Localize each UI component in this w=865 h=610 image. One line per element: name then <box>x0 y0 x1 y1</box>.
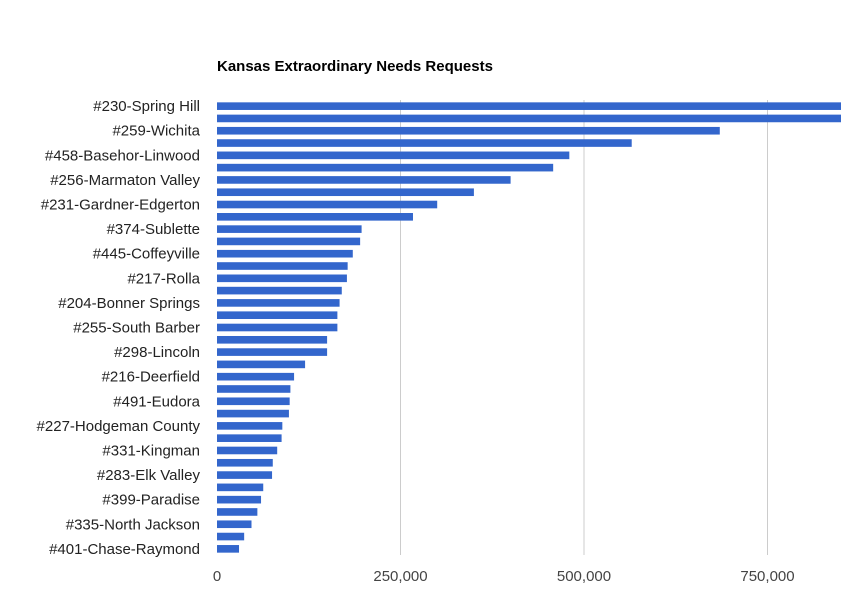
bar <box>217 495 262 504</box>
bar <box>217 545 240 553</box>
category-label: #255-South Barber <box>73 320 200 337</box>
bar <box>217 286 342 295</box>
bar <box>217 471 273 479</box>
bar <box>217 176 511 184</box>
bar <box>217 274 347 283</box>
bar <box>217 249 353 258</box>
bar <box>217 360 306 369</box>
x-axis-ticks: 0 250,000 500,000 750,000 <box>213 568 795 585</box>
x-tick-label: 0 <box>213 568 221 585</box>
bar <box>217 163 554 172</box>
bar <box>217 422 283 430</box>
bar <box>217 348 328 356</box>
bar <box>217 397 290 406</box>
category-label: #230-Spring Hill <box>93 98 200 115</box>
bar <box>217 385 291 393</box>
bar <box>217 151 570 160</box>
x-tick-label: 750,000 <box>740 568 794 585</box>
category-label: #401-Chase-Raymond <box>49 541 200 558</box>
bar <box>217 139 632 147</box>
category-label: #204-Bonner Springs <box>58 295 200 312</box>
bar <box>217 126 720 135</box>
bar <box>217 323 338 332</box>
bar <box>217 188 474 197</box>
category-label: #283-Elk Valley <box>97 467 201 484</box>
bar <box>217 262 348 270</box>
bar <box>217 458 273 467</box>
bar <box>217 409 289 418</box>
grid-lines <box>400 100 768 555</box>
bar <box>217 434 282 442</box>
category-label: #259-Wichita <box>112 123 200 140</box>
category-label: #256-Marmaton Valley <box>50 172 200 189</box>
category-label: #399-Paradise <box>102 492 200 509</box>
bar <box>217 237 361 246</box>
category-label: #458-Basehor-Linwood <box>45 147 200 164</box>
bar <box>217 200 438 209</box>
bar <box>217 102 841 110</box>
bar <box>217 483 264 492</box>
bar <box>217 114 841 123</box>
category-label: #374-Sublette <box>107 221 200 238</box>
chart-title: Kansas Extraordinary Needs Requests <box>217 58 493 75</box>
x-tick-label: 500,000 <box>557 568 611 585</box>
bar <box>217 335 328 344</box>
category-label: #231-Gardner-Edgerton <box>41 197 200 214</box>
bars <box>217 102 841 553</box>
category-label: #491-Eudora <box>113 393 200 410</box>
bar <box>217 225 362 233</box>
bar <box>217 532 245 541</box>
category-label: #331-Kingman <box>102 442 200 459</box>
bar <box>217 508 258 516</box>
x-tick-label: 250,000 <box>373 568 427 585</box>
category-label: #298-Lincoln <box>114 344 200 361</box>
category-label: #445-Coffeyville <box>93 246 200 263</box>
bar <box>217 213 413 221</box>
category-label: #335-North Jackson <box>66 516 200 533</box>
bar <box>217 299 340 307</box>
category-label: #217-Rolla <box>127 270 200 287</box>
category-label: #227-Hodgeman County <box>37 418 201 435</box>
bar <box>217 520 252 529</box>
bar <box>217 372 295 381</box>
category-labels: #230-Spring Hill #259-Wichita #458-Basehor… <box>37 98 201 558</box>
bar <box>217 311 338 320</box>
bar <box>217 446 278 455</box>
category-label: #216-Deerfield <box>102 369 200 386</box>
